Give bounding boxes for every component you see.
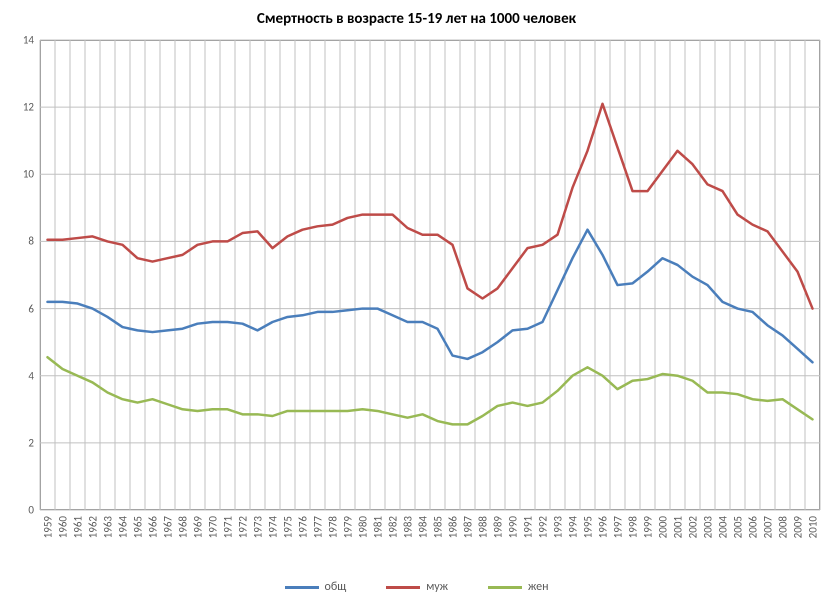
series-line-муж [48, 104, 813, 309]
chart-container: Смертность в возрасте 15-19 лет на 1000 … [0, 0, 833, 600]
legend-label: общ [325, 580, 347, 594]
legend-swatch [386, 586, 420, 589]
series-line-общ [48, 230, 813, 363]
legend-label: муж [426, 580, 448, 594]
legend-label: жен [528, 580, 549, 594]
legend-item: муж [386, 580, 448, 594]
legend: общ муж жен [0, 580, 833, 594]
data-lines [0, 0, 833, 600]
legend-item: жен [488, 580, 549, 594]
legend-swatch [488, 586, 522, 589]
legend-item: общ [285, 580, 347, 594]
legend-swatch [285, 586, 319, 589]
series-line-жен [48, 357, 813, 424]
